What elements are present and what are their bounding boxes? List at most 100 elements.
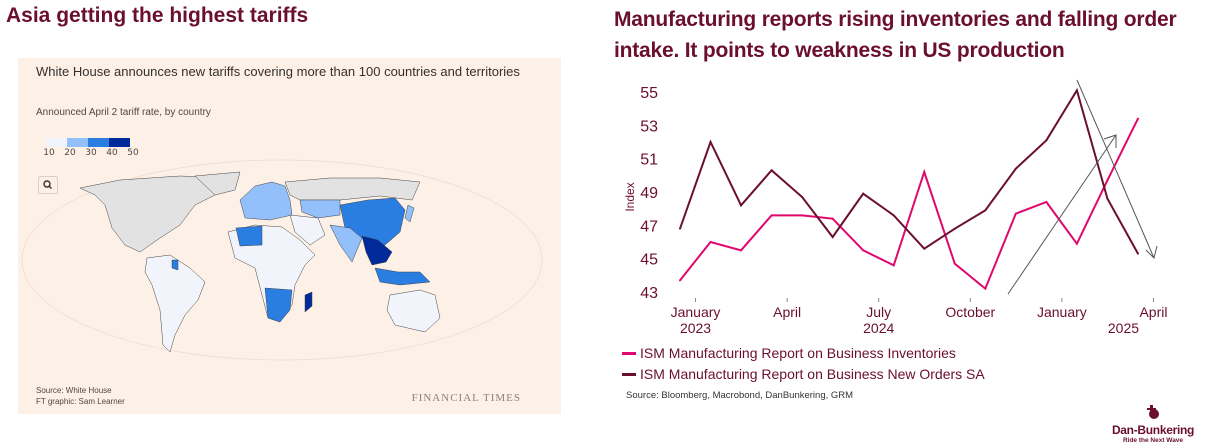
dan-bunkering-logo-mark — [1147, 405, 1159, 419]
data-point — [1045, 201, 1048, 203]
africa — [227, 224, 316, 323]
data-point — [984, 287, 987, 290]
central-asia — [299, 199, 341, 219]
right-heading: Manufacturing reports rising inventories… — [614, 8, 1177, 62]
legend-swatch — [622, 372, 636, 376]
world-tariff-map — [21, 159, 543, 361]
trend-arrow-down — [1076, 79, 1155, 259]
legend-swatch — [622, 351, 636, 355]
trend-arrows — [1007, 79, 1158, 295]
scale-tick: 30 — [85, 148, 97, 158]
japan — [404, 204, 415, 223]
y-axis-label: Index — [623, 182, 637, 211]
madagascar — [304, 291, 313, 313]
data-point — [801, 196, 804, 198]
map-source-line: Source: White House — [36, 386, 112, 395]
data-point — [831, 217, 834, 220]
scale-tick: 20 — [64, 148, 76, 158]
data-point — [1014, 167, 1017, 170]
data-point — [862, 249, 865, 252]
data-point — [1136, 117, 1139, 120]
data-point — [740, 204, 743, 207]
x-tick-label: April — [1139, 304, 1167, 320]
arrowhead-icon — [1103, 134, 1117, 148]
scale-swatch — [88, 138, 109, 147]
y-tick-label: 53 — [640, 118, 658, 135]
scale-tick: 10 — [43, 148, 55, 158]
x-tick-label: July — [866, 304, 891, 320]
data-point — [1136, 252, 1139, 255]
map-title: White House announces new tariffs coveri… — [36, 64, 520, 79]
middle-east — [289, 214, 326, 246]
data-point — [831, 236, 834, 238]
india — [329, 224, 363, 263]
legend-label: ISM Manufacturing Report on Business Inv… — [640, 345, 956, 361]
data-point — [953, 227, 956, 230]
southern-africa — [264, 287, 293, 323]
map-credit-line: FT graphic: Sam Learner — [36, 397, 125, 406]
data-point — [1075, 89, 1078, 92]
logo-name: Dan-Bunkering — [1111, 423, 1195, 437]
scale-swatch — [109, 138, 130, 147]
x-tick-label: April — [773, 304, 801, 320]
data-point — [770, 169, 773, 172]
data-point — [923, 171, 926, 173]
data-point — [1106, 197, 1109, 200]
ft-tariff-map-panel: White House announces new tariffs coveri… — [18, 58, 561, 414]
y-tick-label: 51 — [640, 152, 658, 169]
y-tick-label: 43 — [640, 285, 658, 302]
x-tick-label: January — [671, 304, 721, 320]
data-point — [984, 209, 987, 212]
x-year-label: 2024 — [863, 320, 894, 336]
legend-item-inventories: ISM Manufacturing Report on Business Inv… — [622, 345, 956, 361]
chart-source: Source: Bloomberg, Macrobond, DanBunkeri… — [626, 390, 854, 401]
y-tick-label: 49 — [640, 185, 658, 202]
data-point — [923, 247, 926, 250]
x-tick-label: January — [1037, 304, 1087, 320]
data-point — [679, 279, 681, 282]
arrowhead-icon — [1145, 245, 1158, 259]
data-point — [770, 214, 773, 217]
data-point — [709, 241, 712, 243]
x-year-label: 2025 — [1108, 320, 1139, 336]
data-point — [801, 214, 804, 217]
greenland — [194, 171, 241, 196]
data-point — [740, 249, 743, 252]
scale-swatch — [46, 138, 67, 147]
legend-item-new-orders: ISM Manufacturing Report on Business New… — [622, 366, 985, 382]
data-point — [892, 264, 895, 267]
data-point — [1045, 139, 1048, 142]
data-point — [709, 141, 712, 143]
southeast-asia — [361, 235, 393, 266]
map-zoom-button[interactable] — [38, 176, 58, 194]
south-america — [144, 254, 206, 353]
x-tick-label: October — [945, 304, 995, 320]
indonesia — [374, 267, 431, 286]
scale-tick: 40 — [106, 148, 118, 158]
magnifier-icon — [43, 180, 52, 189]
left-heading: Asia getting the highest tariffs — [6, 4, 309, 27]
series-line-1 — [679, 87, 1139, 255]
europe — [239, 181, 293, 221]
data-point — [679, 227, 681, 230]
ft-brand-logo: FINANCIAL TIMES — [411, 392, 521, 404]
data-point — [862, 192, 865, 195]
scale-swatch — [67, 138, 88, 147]
north-america — [79, 175, 236, 253]
russia-north-asia — [284, 177, 421, 201]
data-point — [1106, 179, 1109, 182]
map-subtitle: Announced April 2 tariff rate, by countr… — [36, 107, 211, 118]
y-tick-label: 55 — [640, 85, 658, 102]
dan-bunkering-logo: Dan-Bunkering Ride the Next Wave — [1108, 404, 1198, 444]
data-point — [953, 262, 956, 265]
y-tick-label: 45 — [640, 252, 658, 269]
guyana — [171, 259, 179, 271]
data-point — [1075, 242, 1078, 245]
trend-arrow-up — [1007, 134, 1117, 295]
north-africa-blue — [235, 225, 263, 247]
logo-tagline: Ride the Next Wave — [1122, 437, 1184, 444]
australia — [386, 289, 441, 333]
map-source: Source: White House FT graphic: Sam Lear… — [36, 385, 125, 407]
legend-label: ISM Manufacturing Report on Business New… — [640, 366, 985, 382]
